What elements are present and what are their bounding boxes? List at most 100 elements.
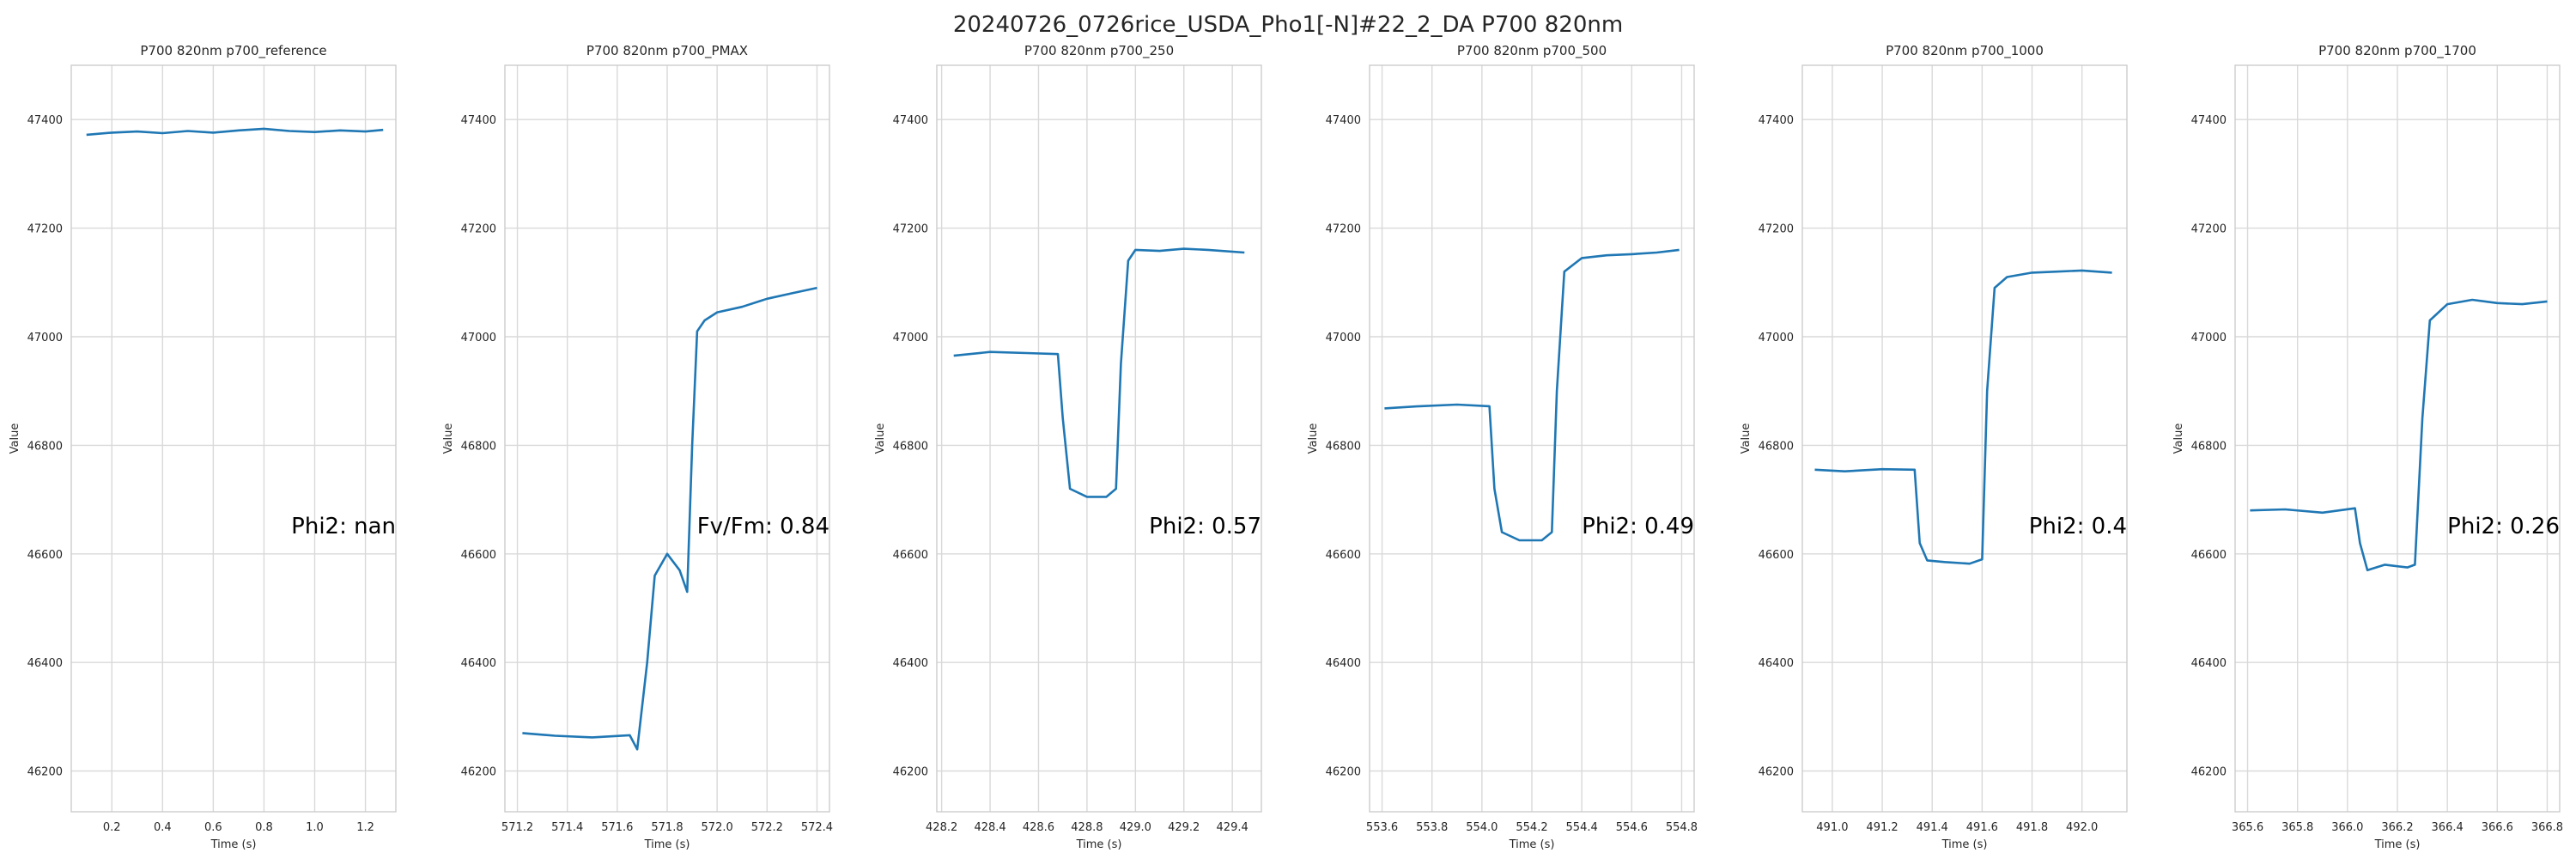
y-tick-label: 47000 <box>1759 332 1794 344</box>
x-tick-label: 553.8 <box>1416 821 1448 834</box>
phi-annotation: Phi2: nan <box>291 514 396 539</box>
x-tick-label: 571.4 <box>551 821 583 834</box>
x-tick-label: 428.4 <box>974 821 1005 834</box>
subplot-title: P700 820nm p700_1000 <box>1886 43 2044 59</box>
y-axis-label: Value <box>1307 423 1320 454</box>
x-tick-label: 554.8 <box>1666 821 1698 834</box>
plot-frame <box>936 64 1262 813</box>
x-tick-label: 491.2 <box>1866 821 1898 834</box>
x-tick-label: 554.6 <box>1616 821 1648 834</box>
x-tick-label: 491.8 <box>2016 821 2048 834</box>
y-tick-label: 47400 <box>461 114 496 127</box>
y-tick-label: 47200 <box>1326 223 1361 236</box>
x-tick-label: 0.4 <box>154 821 172 834</box>
series-line <box>2250 298 2548 572</box>
subplot-title: P700 820nm p700_reference <box>140 43 326 59</box>
y-tick-label: 46400 <box>1759 657 1794 670</box>
x-tick-label: 553.6 <box>1366 821 1398 834</box>
y-tick-label: 46800 <box>27 440 63 453</box>
y-tick-label: 46800 <box>893 440 928 453</box>
subplot-title: P700 820nm p700_1700 <box>2318 43 2476 59</box>
y-axis-label: Value <box>2172 423 2185 454</box>
x-tick-label: 366.8 <box>2531 821 2563 834</box>
y-tick-label: 47000 <box>1326 332 1361 344</box>
x-axis-label: Time (s) <box>1076 838 1122 851</box>
x-tick-label: 491.6 <box>1966 821 1998 834</box>
x-tick-label: 366.6 <box>2482 821 2513 834</box>
y-tick-label: 47400 <box>27 114 63 127</box>
x-tick-label: 429.4 <box>1217 821 1249 834</box>
subplot-3: 428.2 428.4 428.6 428.8 429.0 429.2 429.4 46200… <box>874 43 1262 851</box>
x-tick-label: 0.8 <box>255 821 273 834</box>
x-tick-label: 554.2 <box>1516 821 1547 834</box>
subplot-title: P700 820nm p700_250 <box>1024 43 1174 59</box>
x-axis-label: Time (s) <box>210 838 257 851</box>
x-tick-label: 428.8 <box>1071 821 1103 834</box>
y-tick-label: 46800 <box>2191 440 2227 453</box>
figure-title: 20240726_0726rice_USDA_Pho1[-N]#22_2_DA … <box>952 12 1624 38</box>
y-tick-label: 47000 <box>2191 332 2227 344</box>
y-tick-label: 46800 <box>461 440 496 453</box>
subplot-2: 571.2 571.4 571.6 571.8 572.0 572.2 572.4 46200… <box>442 43 833 851</box>
phi-annotation: Phi2: 0.57 <box>1149 514 1261 539</box>
series-line <box>86 127 384 137</box>
y-tick-label: 46200 <box>27 766 63 779</box>
plot-area <box>937 65 1261 812</box>
x-tick-label: 491.4 <box>1917 821 1948 834</box>
y-tick-label: 47200 <box>893 223 928 236</box>
y-tick-label: 46400 <box>893 657 928 670</box>
x-tick-label: 571.8 <box>651 821 683 834</box>
x-tick-label: 366.0 <box>2331 821 2363 834</box>
x-tick-label: 492.0 <box>2066 821 2098 834</box>
series-line <box>1814 269 2112 565</box>
plot-frame <box>70 64 397 813</box>
subplot-6: 365.6 365.8 366.0 366.2 366.4 366.6 366.8 46200… <box>2172 43 2563 851</box>
phi-annotation: Phi2: 0.26 <box>2447 514 2560 539</box>
x-tick-label: 572.2 <box>751 821 783 834</box>
x-tick-label: 428.6 <box>1023 821 1054 834</box>
y-tick-label: 47400 <box>2191 114 2227 127</box>
series-line <box>522 286 817 751</box>
y-tick-label: 47400 <box>1759 114 1794 127</box>
y-tick-label: 46400 <box>461 657 496 670</box>
x-tick-label: 554.0 <box>1466 821 1498 834</box>
x-axis-label: Time (s) <box>644 838 690 851</box>
phi-annotation: Phi2: 0.4 <box>2029 514 2127 539</box>
y-tick-label: 47200 <box>27 223 63 236</box>
x-tick-label: 491.0 <box>1816 821 1848 834</box>
y-tick-label: 46600 <box>2191 549 2227 562</box>
x-tick-label: 1.0 <box>306 821 324 834</box>
y-tick-label: 46200 <box>893 766 928 779</box>
y-tick-label: 46600 <box>461 549 496 562</box>
y-tick-label: 47200 <box>2191 223 2227 236</box>
y-tick-label: 46200 <box>2191 766 2227 779</box>
y-tick-label: 46800 <box>1759 440 1794 453</box>
subplot-5: 491.0 491.2 491.4 491.6 491.8 492.0 46200 46400… <box>1740 43 2128 851</box>
x-tick-label: 554.4 <box>1566 821 1598 834</box>
y-tick-label: 46200 <box>1759 766 1794 779</box>
y-axis-label: Value <box>874 423 887 454</box>
x-tick-label: 0.6 <box>204 821 222 834</box>
y-tick-label: 47400 <box>893 114 928 127</box>
y-tick-label: 47000 <box>27 332 63 344</box>
phi-annotation: Fv/Fm: 0.84 <box>697 514 829 539</box>
x-axis-label: Time (s) <box>1941 838 1988 851</box>
x-tick-label: 0.2 <box>103 821 121 834</box>
y-tick-label: 47200 <box>461 223 496 236</box>
x-tick-label: 571.2 <box>501 821 533 834</box>
y-tick-label: 47000 <box>893 332 928 344</box>
y-tick-label: 47400 <box>1326 114 1361 127</box>
x-tick-label: 365.8 <box>2281 821 2313 834</box>
y-tick-label: 46400 <box>2191 657 2227 670</box>
x-axis-label: Time (s) <box>2374 838 2421 851</box>
y-tick-label: 46600 <box>893 549 928 562</box>
x-tick-label: 365.6 <box>2232 821 2263 834</box>
plot-frame <box>2234 64 2561 813</box>
y-tick-label: 46800 <box>1326 440 1361 453</box>
y-tick-label: 46200 <box>461 766 496 779</box>
phi-annotation: Phi2: 0.49 <box>1582 514 1694 539</box>
subplot-title: P700 820nm p700_PMAX <box>586 43 748 59</box>
subplot-title: P700 820nm p700_500 <box>1457 43 1607 59</box>
x-tick-label: 429.2 <box>1168 821 1200 834</box>
